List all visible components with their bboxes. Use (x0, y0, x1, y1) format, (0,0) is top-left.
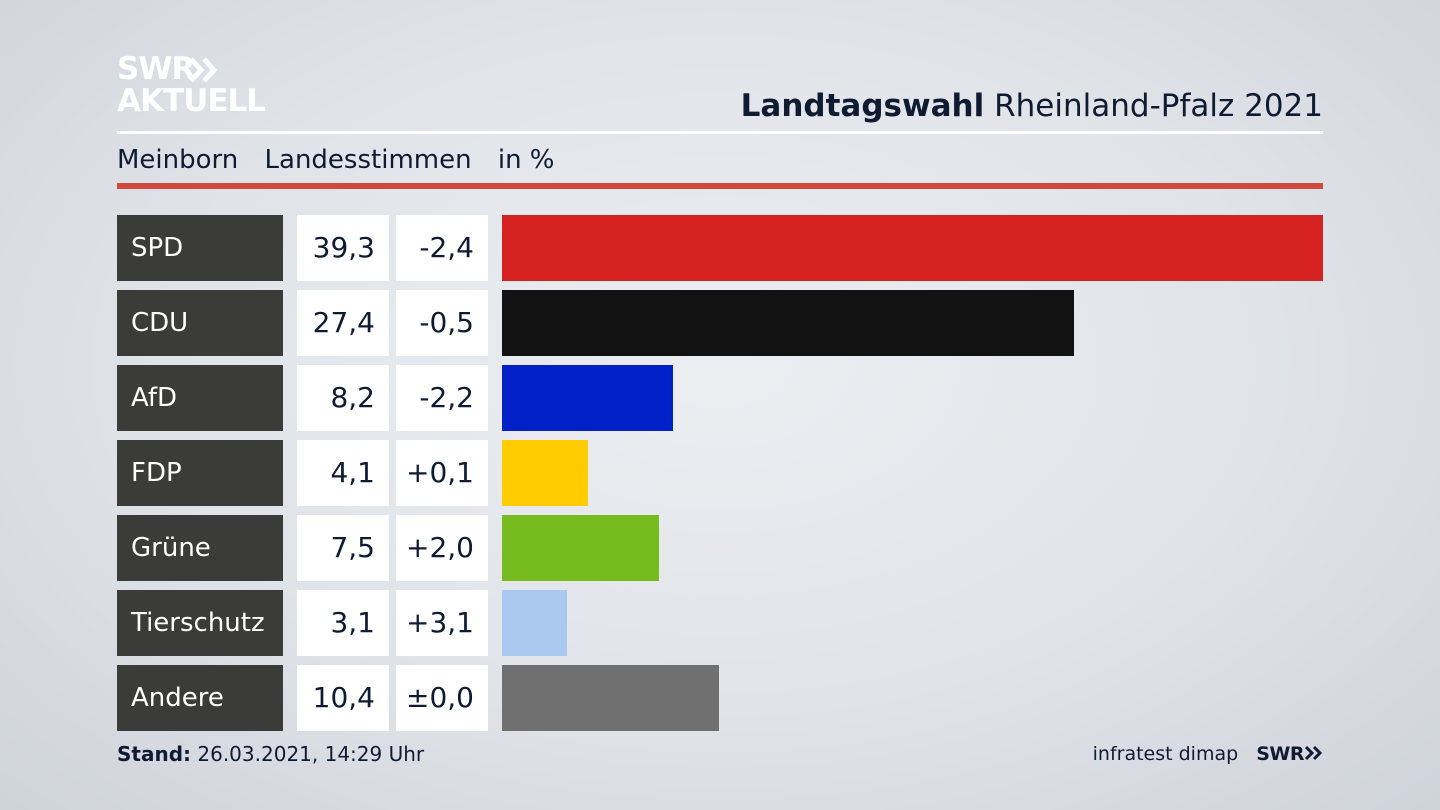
logo-text-aktuell: AKTUELL (117, 83, 266, 119)
party-label: Tierschutz (117, 590, 283, 656)
vote-share-change: -2,4 (396, 215, 488, 281)
vote-share-change: +2,0 (396, 515, 488, 581)
source-text: infratest dimap (1092, 743, 1239, 765)
timestamp-label: Stand: (117, 742, 192, 766)
vote-share-change: -2,2 (396, 365, 488, 431)
bar (502, 365, 673, 431)
subtitle-place: Meinborn (117, 145, 239, 175)
vote-share-change: +3,1 (396, 590, 488, 656)
title-rest: Rheinland-Pfalz 2021 (994, 88, 1323, 124)
source-credit: infratest dimap SWR (1093, 740, 1323, 768)
swr-aktuell-logo: SWR AKTUELL (117, 54, 277, 120)
title-bold: Landtagswahl (740, 88, 985, 124)
vote-share-value: 7,5 (297, 515, 389, 581)
bar (502, 290, 1074, 356)
logo-text-swr: SWR (117, 51, 195, 87)
vote-share-value: 8,2 (297, 365, 389, 431)
swr-small-logo: SWR (1256, 740, 1323, 768)
bar (502, 515, 659, 581)
party-label: Grüne (117, 515, 283, 581)
logo-chevrons-icon (189, 57, 218, 83)
result-row: Grüne 7,5 +2,0 (117, 515, 1323, 581)
party-label: Andere (117, 665, 283, 731)
vote-share-value: 27,4 (297, 290, 389, 356)
bar (502, 440, 588, 506)
subtitle-unit: in % (497, 145, 555, 175)
vote-share-change: -0,5 (396, 290, 488, 356)
party-label: AfD (117, 365, 283, 431)
page-title: Landtagswahl Rheinland-Pfalz 2021 (741, 86, 1323, 126)
party-label: SPD (117, 215, 283, 281)
accent-divider (117, 183, 1323, 189)
swr-small-chevrons-icon (1304, 745, 1323, 761)
bar (502, 665, 719, 731)
timestamp: Stand: 26.03.2021, 14:29 Uhr (117, 740, 424, 768)
subtitle-vote-type: Landesstimmen (264, 145, 472, 175)
vote-share-value: 39,3 (297, 215, 389, 281)
party-label: FDP (117, 440, 283, 506)
bar (502, 215, 1323, 281)
result-row: SPD 39,3 -2,4 (117, 215, 1323, 281)
swr-small-text: SWR (1256, 743, 1304, 765)
vote-share-value: 10,4 (297, 665, 389, 731)
result-row: Tierschutz 3,1 +3,1 (117, 590, 1323, 656)
bar (502, 590, 567, 656)
vote-share-value: 3,1 (297, 590, 389, 656)
result-row: Andere 10,4 ±0,0 (117, 665, 1323, 731)
vote-share-change: +0,1 (396, 440, 488, 506)
party-label: CDU (117, 290, 283, 356)
vote-share-value: 4,1 (297, 440, 389, 506)
result-row: FDP 4,1 +0,1 (117, 440, 1323, 506)
result-row: AfD 8,2 -2,2 (117, 365, 1323, 431)
vote-share-change: ±0,0 (396, 665, 488, 731)
subtitle: Meinborn Landesstimmen in % (117, 142, 555, 178)
timestamp-value: 26.03.2021, 14:29 Uhr (197, 742, 425, 766)
result-row: CDU 27,4 -0,5 (117, 290, 1323, 356)
header-divider (117, 131, 1323, 134)
